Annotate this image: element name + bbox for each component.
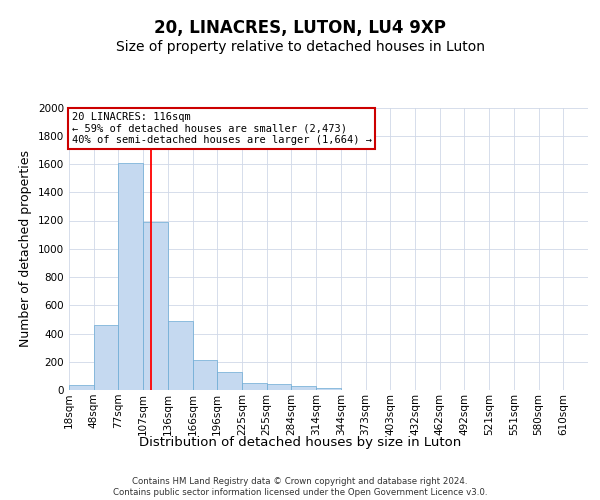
- Bar: [168, 321, 193, 390]
- Text: Contains public sector information licensed under the Open Government Licence v3: Contains public sector information licen…: [113, 488, 487, 497]
- Y-axis label: Number of detached properties: Number of detached properties: [19, 150, 32, 348]
- Text: Size of property relative to detached houses in Luton: Size of property relative to detached ho…: [115, 40, 485, 54]
- Bar: [217, 372, 242, 390]
- Bar: [94, 325, 118, 390]
- Bar: [69, 385, 94, 390]
- Text: 20, LINACRES, LUTON, LU4 9XP: 20, LINACRES, LUTON, LU4 9XP: [154, 18, 446, 36]
- Text: Distribution of detached houses by size in Luton: Distribution of detached houses by size …: [139, 436, 461, 449]
- Bar: [292, 386, 316, 390]
- Bar: [267, 384, 292, 390]
- Bar: [143, 222, 168, 390]
- Bar: [316, 388, 341, 390]
- Bar: [193, 360, 217, 390]
- Bar: [242, 383, 267, 390]
- Text: Contains HM Land Registry data © Crown copyright and database right 2024.: Contains HM Land Registry data © Crown c…: [132, 476, 468, 486]
- Bar: [118, 162, 143, 390]
- Text: 20 LINACRES: 116sqm
← 59% of detached houses are smaller (2,473)
40% of semi-det: 20 LINACRES: 116sqm ← 59% of detached ho…: [71, 112, 371, 145]
